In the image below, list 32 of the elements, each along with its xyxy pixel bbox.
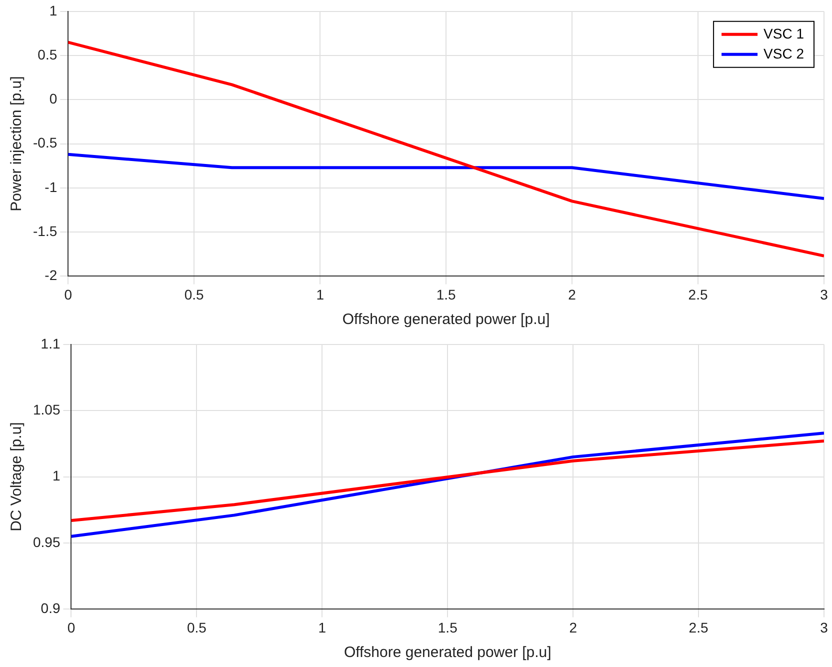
x-axis-title: Offshore generated power [p.u] <box>342 311 550 328</box>
x-tick-label: 2 <box>568 286 576 302</box>
y-tick-label: 0.95 <box>33 534 60 550</box>
x-tick-label: 2.5 <box>688 619 708 636</box>
legend-label: VSC 1 <box>764 25 804 42</box>
x-tick-label: 0.5 <box>184 286 204 302</box>
legend-label: VSC 2 <box>764 45 804 62</box>
y-tick-label: -1 <box>44 178 58 195</box>
y-tick-label: 1.1 <box>40 335 60 352</box>
y-axis-title: Power injection [p.u] <box>8 76 26 212</box>
x-tick-label: 0 <box>64 286 72 302</box>
y-tick-label: 1 <box>49 2 58 18</box>
x-tick-label: 1 <box>316 286 324 302</box>
x-tick-label: 0 <box>67 619 76 636</box>
y-axis-title: DC Voltage [p.u] <box>8 422 26 532</box>
y-tick-label: 0.9 <box>40 600 60 616</box>
x-tick-label: 2.5 <box>688 286 708 302</box>
x-tick-label: 2 <box>569 619 578 636</box>
x-tick-label: 0.5 <box>186 619 207 636</box>
y-tick-label: 1 <box>52 468 60 484</box>
y-tick-label: -1.5 <box>33 222 58 239</box>
x-tick-label: 1 <box>318 619 326 636</box>
y-tick-label: 0.5 <box>38 46 58 62</box>
x-tick-label: 1.5 <box>438 619 458 636</box>
y-tick-label: 1.05 <box>33 401 60 418</box>
x-tick-label: 3 <box>820 286 828 302</box>
x-tick-label: 1.5 <box>436 286 456 302</box>
y-tick-label: -0.5 <box>33 134 58 151</box>
y-tick-label: 0 <box>49 90 58 107</box>
x-tick-label: 3 <box>820 619 828 636</box>
x-axis-title: Offshore generated power [p.u] <box>344 644 552 662</box>
y-tick-label: -2 <box>44 267 58 284</box>
